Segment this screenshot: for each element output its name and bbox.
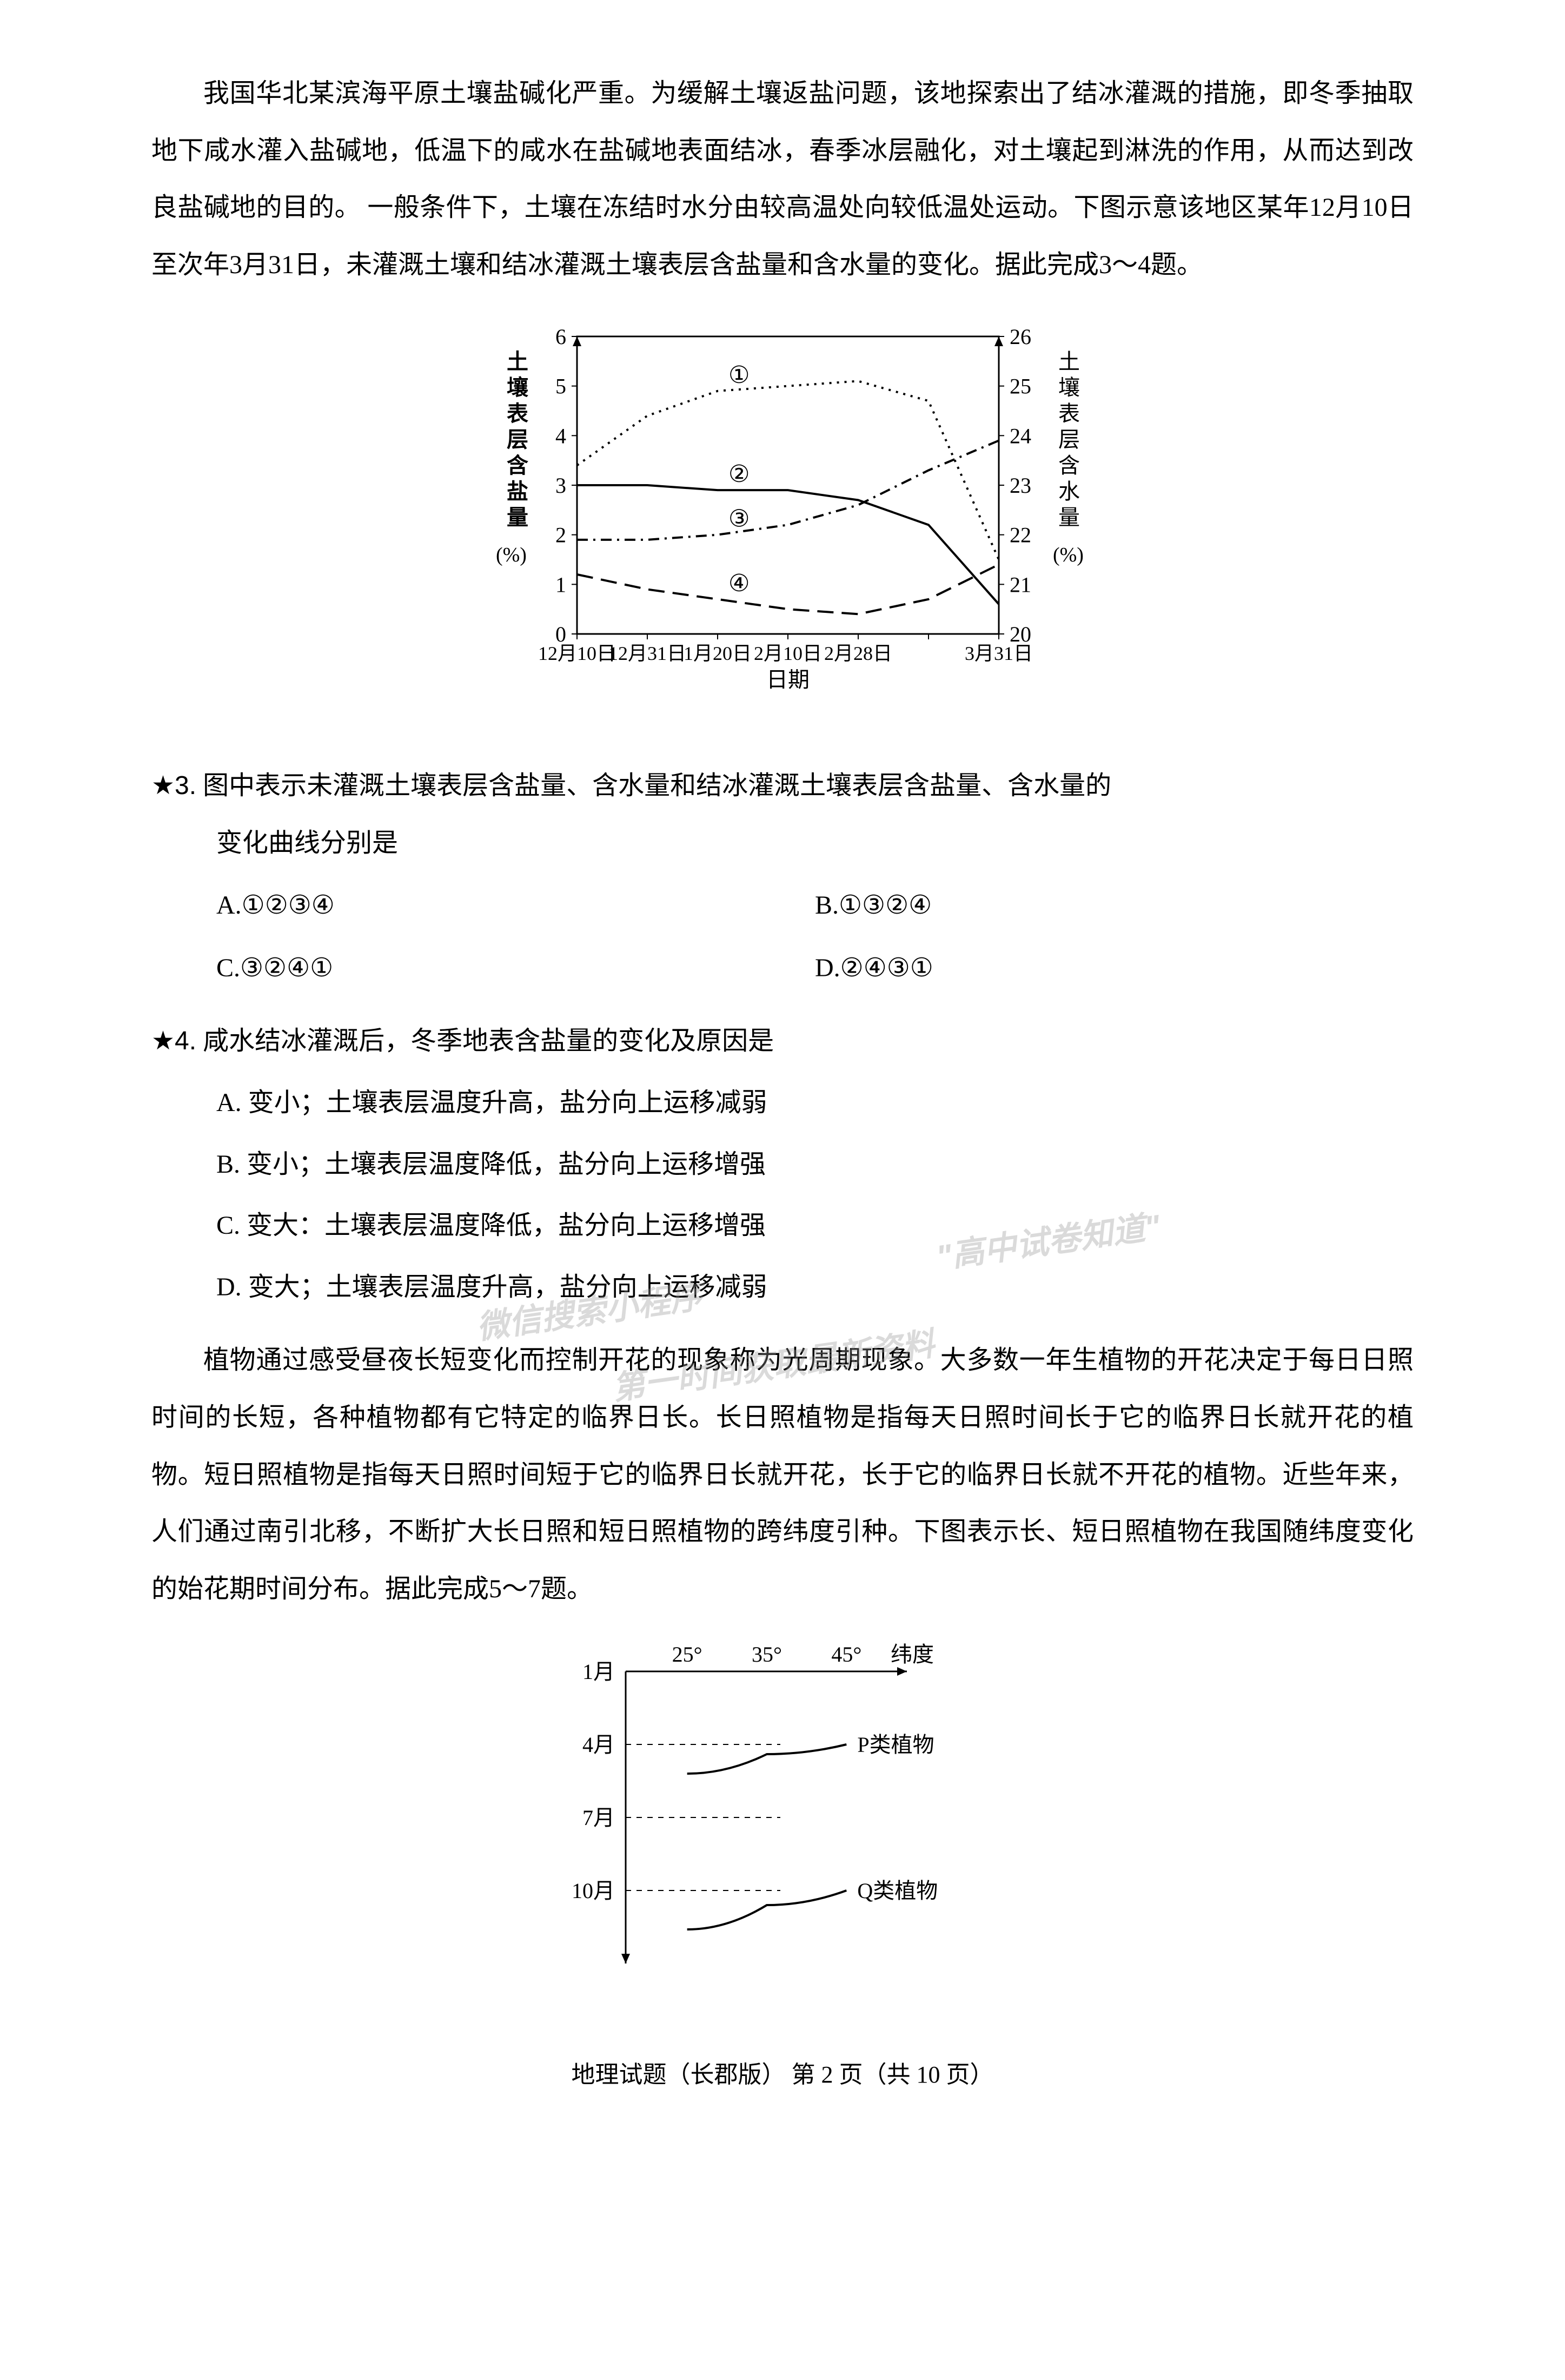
star-marker: ★4.: [151, 1027, 196, 1055]
svg-text:25: 25: [1010, 374, 1031, 399]
svg-text:21: 21: [1010, 573, 1031, 597]
svg-text:7月: 7月: [582, 1806, 615, 1830]
chart-1: 01234562021222324252612月10日12月31日1月20日2月…: [151, 315, 1414, 725]
svg-text:①: ①: [728, 362, 750, 388]
svg-text:6: 6: [555, 325, 566, 349]
svg-text:25°: 25°: [672, 1642, 702, 1667]
svg-text:②: ②: [728, 461, 750, 488]
svg-text:水: 水: [1058, 479, 1080, 504]
svg-text:层: 层: [1058, 427, 1080, 452]
passage-2: 植物通过感受昼夜长短变化而控制开花的现象称为光周期现象。大多数一年生植物的开花决…: [151, 1332, 1414, 1617]
svg-text:1: 1: [555, 573, 566, 597]
question-4: ★4. 咸水结冰灌溉后，冬季地表含盐量的变化及原因是 A. 变小；土壤表层温度升…: [151, 1013, 1414, 1315]
svg-text:P类植物: P类植物: [857, 1733, 934, 1757]
q4-text: 咸水结冰灌溉后，冬季地表含盐量的变化及原因是: [203, 1027, 774, 1055]
q3-option-d: D.②④③①: [815, 940, 1414, 997]
svg-text:5: 5: [555, 374, 566, 399]
svg-text:量: 量: [1058, 505, 1080, 530]
svg-text:Q类植物: Q类植物: [857, 1879, 938, 1903]
svg-text:层: 层: [507, 427, 528, 452]
question-3: ★3. 图中表示未灌溉土壤表层含盐量、含水量和结冰灌溉土壤表层含盐量、含水量的 …: [151, 757, 1414, 996]
svg-text:3月31日: 3月31日: [965, 643, 1033, 664]
q4-option-d: D. 变大；土壤表层温度升高，盐分向上运移减弱: [216, 1259, 1414, 1316]
svg-text:22: 22: [1010, 523, 1031, 547]
svg-text:(%): (%): [1053, 544, 1084, 566]
svg-text:土: 土: [507, 349, 528, 374]
svg-text:2月28日: 2月28日: [824, 643, 892, 664]
q3-option-b: B.①③②④: [815, 877, 1414, 934]
svg-text:④: ④: [728, 570, 750, 597]
svg-text:4: 4: [555, 424, 566, 448]
page-footer: 地理试题（长郡版） 第 2 页（共 10 页）: [151, 2049, 1414, 2101]
svg-text:2: 2: [555, 523, 566, 547]
q3-option-a: A.①②③④: [216, 877, 815, 934]
svg-text:12月31日: 12月31日: [608, 643, 686, 664]
svg-text:纬度: 纬度: [891, 1642, 934, 1667]
svg-text:含: 含: [507, 453, 528, 478]
svg-text:1月20日: 1月20日: [684, 643, 752, 664]
chart-2: 25° 35° 45° 纬度 1月 4月 7月 10月 P类植物 Q类植物: [151, 1639, 1414, 2006]
q3-text2: 变化曲线分别是: [216, 815, 1414, 872]
star-marker: ★3.: [151, 771, 196, 800]
svg-text:45°: 45°: [831, 1642, 861, 1667]
q4-option-b: B. 变小；土壤表层温度降低，盐分向上运移增强: [216, 1136, 1414, 1193]
svg-text:表: 表: [507, 401, 528, 426]
svg-text:3: 3: [555, 473, 566, 498]
q3-option-c: C.③②④①: [216, 940, 815, 997]
passage-1: 我国华北某滨海平原土壤盐碱化严重。为缓解土壤返盐问题，该地探索出了结冰灌溉的措施…: [151, 65, 1414, 293]
svg-text:2月10日: 2月10日: [754, 643, 822, 664]
q4-option-c: C. 变大：土壤表层温度降低，盐分向上运移增强: [216, 1197, 1414, 1254]
svg-text:35°: 35°: [752, 1642, 782, 1667]
svg-text:23: 23: [1010, 473, 1031, 498]
svg-text:日期: 日期: [766, 667, 810, 692]
svg-text:土: 土: [1058, 349, 1080, 374]
svg-text:12月10日: 12月10日: [538, 643, 616, 664]
svg-text:量: 量: [507, 505, 528, 530]
q3-text: 图中表示未灌溉土壤表层含盐量、含水量和结冰灌溉土壤表层含盐量、含水量的: [203, 771, 1111, 800]
q4-option-a: A. 变小；土壤表层温度升高，盐分向上运移减弱: [216, 1074, 1414, 1132]
svg-text:表: 表: [1058, 401, 1080, 426]
svg-text:③: ③: [728, 506, 750, 532]
svg-text:24: 24: [1010, 424, 1031, 448]
svg-text:4月: 4月: [582, 1733, 615, 1757]
svg-text:盐: 盐: [507, 479, 528, 504]
svg-text:壤: 壤: [507, 375, 528, 400]
svg-text:26: 26: [1010, 325, 1031, 349]
svg-text:壤: 壤: [1058, 375, 1080, 400]
svg-text:含: 含: [1058, 453, 1080, 478]
svg-text:(%): (%): [496, 544, 527, 566]
svg-text:10月: 10月: [572, 1879, 615, 1903]
svg-text:1月: 1月: [582, 1660, 615, 1684]
